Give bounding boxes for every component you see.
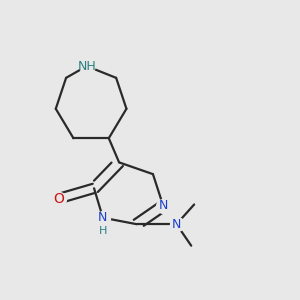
Text: H: H (99, 226, 107, 236)
Text: N: N (159, 200, 168, 212)
Text: O: O (53, 192, 64, 206)
Text: NH: NH (77, 60, 96, 73)
Text: N: N (172, 218, 181, 231)
Text: N: N (98, 211, 108, 224)
